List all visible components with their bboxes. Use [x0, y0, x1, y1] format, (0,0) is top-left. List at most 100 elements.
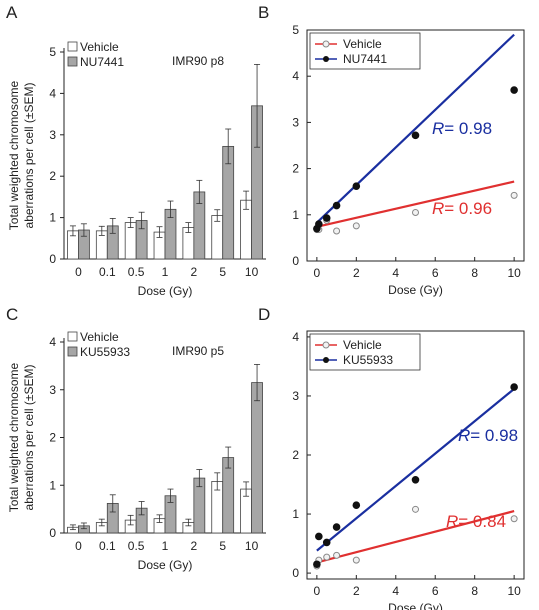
data-point	[411, 476, 420, 484]
x-tick-label: 2	[353, 266, 360, 280]
correlation-label: R= 0.96	[432, 199, 492, 218]
y-axis-label: Total weighted chromosome	[7, 362, 21, 512]
legend-label: KU55933	[343, 353, 393, 367]
x-tick-label: 0.5	[128, 539, 145, 553]
data-point	[352, 556, 360, 564]
correlation-label: R= 0.98	[458, 426, 518, 445]
legend-marker	[323, 56, 329, 62]
data-point	[323, 553, 331, 561]
x-axis-label: Dose (Gy)	[388, 283, 443, 297]
data-point	[352, 222, 360, 230]
y-tick-label: 2	[49, 169, 56, 183]
y-axis-label: aberrations per cell (±SEM)	[22, 365, 36, 511]
y-tick-label: 2	[292, 162, 299, 176]
fit-line	[316, 510, 515, 564]
panel-label: B	[258, 3, 269, 22]
x-tick-label: 1	[162, 265, 169, 279]
fit-line	[316, 33, 515, 224]
legend-swatch	[67, 331, 78, 342]
x-tick-label: 6	[432, 584, 439, 598]
legend-marker	[322, 40, 330, 48]
y-tick-label: 4	[49, 335, 56, 349]
legend-marker	[322, 341, 330, 349]
data-point	[315, 220, 323, 228]
data-point	[352, 182, 361, 190]
legend-label: Vehicle	[343, 37, 382, 51]
bar	[251, 382, 263, 534]
y-tick-label: 3	[49, 128, 56, 142]
y-tick-label: 2	[292, 448, 299, 462]
y-tick-label: 1	[292, 507, 299, 521]
bar	[222, 457, 235, 534]
legend-label: Vehicle	[80, 330, 119, 344]
x-tick-label: 5	[219, 265, 226, 279]
legend-swatch	[67, 56, 78, 67]
legend-swatch	[67, 41, 78, 52]
panel-label: D	[258, 305, 270, 324]
y-tick-label: 3	[292, 115, 299, 129]
x-axis-label: Dose (Gy)	[138, 284, 193, 298]
y-axis-label: aberrations per cell (±SEM)	[22, 83, 36, 229]
x-tick-label: 0.1	[99, 265, 116, 279]
data-point	[510, 383, 518, 391]
y-axis-label: Total weighted chromosome	[7, 80, 21, 230]
data-point	[411, 131, 420, 140]
data-point	[333, 227, 341, 235]
x-tick-label: 1	[162, 539, 169, 553]
y-tick-label: 1	[49, 211, 56, 225]
data-point	[333, 551, 341, 559]
y-tick-label: 3	[49, 383, 56, 397]
x-tick-label: 0	[314, 584, 321, 598]
x-axis-label: Dose (Gy)	[138, 558, 193, 572]
y-tick-label: 1	[49, 478, 56, 492]
x-tick-label: 10	[507, 266, 521, 280]
x-tick-label: 4	[392, 584, 399, 598]
x-tick-label: 10	[507, 584, 521, 598]
legend-label: Vehicle	[80, 40, 119, 54]
x-tick-label: 4	[392, 266, 399, 280]
bar	[211, 215, 224, 260]
x-axis-label: Dose (Gy)	[388, 601, 443, 610]
x-tick-label: 2	[353, 584, 360, 598]
legend-label: NU7441	[343, 52, 387, 66]
correlation-label: R= 0.84	[446, 512, 506, 531]
legend-marker	[323, 357, 329, 363]
legend-box	[309, 333, 421, 371]
x-tick-label: 0	[75, 265, 82, 279]
y-tick-label: 4	[292, 330, 299, 344]
y-tick-label: 0	[292, 566, 299, 580]
legend-label: KU55933	[80, 345, 130, 359]
x-tick-label: 10	[245, 539, 259, 553]
x-tick-label: 8	[471, 584, 478, 598]
x-tick-label: 0.1	[99, 539, 116, 553]
bar	[124, 222, 137, 260]
legend-label: NU7441	[80, 55, 124, 69]
data-point	[322, 214, 331, 222]
panel-label: C	[6, 305, 18, 324]
data-point	[332, 523, 341, 531]
legend-swatch	[67, 346, 78, 357]
x-tick-label: 0	[314, 266, 321, 280]
legend-label: Vehicle	[343, 338, 382, 352]
x-tick-label: 2	[191, 265, 198, 279]
y-tick-label: 4	[49, 86, 56, 100]
fit-line	[316, 388, 515, 552]
y-tick-label: 0	[292, 254, 299, 268]
x-tick-label: 0.5	[128, 265, 145, 279]
x-tick-label: 8	[471, 266, 478, 280]
y-tick-label: 0	[49, 526, 56, 540]
data-point	[510, 191, 518, 199]
legend-box	[309, 32, 421, 70]
y-tick-label: 5	[292, 23, 299, 37]
annotation: IMR90 p5	[172, 344, 224, 358]
data-point	[313, 560, 321, 569]
plot-frame	[306, 29, 525, 262]
y-tick-label: 1	[292, 208, 299, 222]
panel-label: A	[6, 3, 18, 22]
correlation-label: R= 0.98	[432, 119, 492, 138]
data-point	[315, 532, 323, 541]
y-tick-label: 0	[49, 252, 56, 266]
y-tick-label: 3	[292, 389, 299, 403]
data-point	[412, 208, 419, 216]
